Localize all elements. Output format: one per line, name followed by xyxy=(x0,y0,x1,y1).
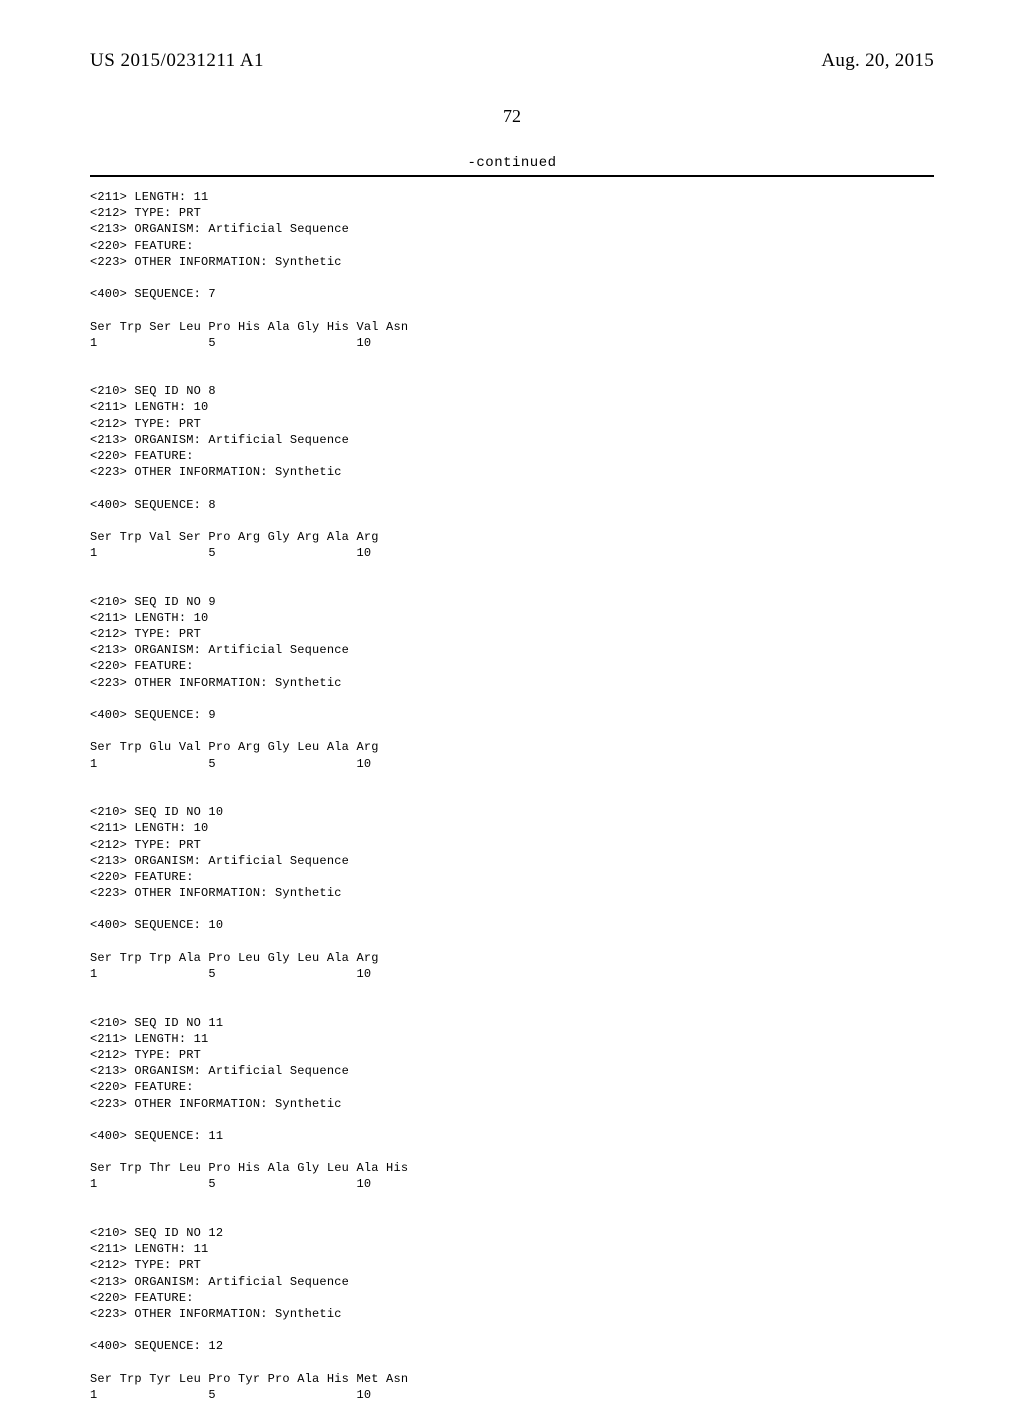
page-header: US 2015/0231211 A1 Aug. 20, 2015 xyxy=(90,50,934,72)
continued-label: -continued xyxy=(90,155,934,171)
publication-date: Aug. 20, 2015 xyxy=(821,50,934,72)
sequence-listing: <211> LENGTH: 11 <212> TYPE: PRT <213> O… xyxy=(90,189,934,1403)
page: US 2015/0231211 A1 Aug. 20, 2015 72 -con… xyxy=(0,0,1024,1320)
top-rule xyxy=(90,175,934,177)
page-number: 72 xyxy=(90,106,934,127)
publication-number: US 2015/0231211 A1 xyxy=(90,50,264,72)
